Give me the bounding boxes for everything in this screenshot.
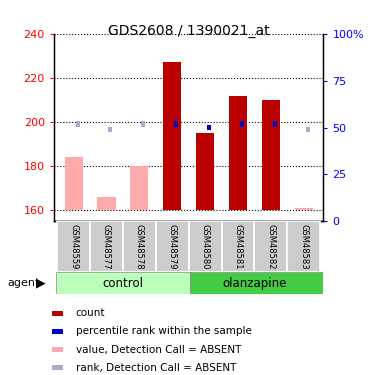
Bar <box>254 221 287 272</box>
Text: GSM48577: GSM48577 <box>102 224 111 269</box>
Bar <box>141 121 145 126</box>
Bar <box>123 221 156 272</box>
Text: GSM48559: GSM48559 <box>69 224 78 269</box>
Bar <box>55 272 190 294</box>
Bar <box>196 133 214 210</box>
Text: olanzapine: olanzapine <box>222 277 286 290</box>
Bar <box>287 221 320 272</box>
Text: GSM48579: GSM48579 <box>168 224 177 269</box>
Bar <box>109 127 112 132</box>
Text: rank, Detection Call = ABSENT: rank, Detection Call = ABSENT <box>76 363 236 372</box>
Text: count: count <box>76 309 105 318</box>
Bar <box>130 166 148 210</box>
Bar <box>189 221 221 272</box>
Text: ▶: ▶ <box>36 277 45 290</box>
Text: value, Detection Call = ABSENT: value, Detection Call = ABSENT <box>76 345 241 354</box>
Bar <box>57 221 90 272</box>
Bar <box>52 365 63 370</box>
Bar <box>240 121 244 126</box>
Bar <box>207 125 211 130</box>
Bar <box>295 208 313 210</box>
Bar <box>229 96 247 210</box>
Bar <box>190 272 323 294</box>
Text: agent: agent <box>8 278 40 288</box>
Text: GSM48578: GSM48578 <box>135 224 144 269</box>
Bar <box>52 311 63 316</box>
Text: GSM48583: GSM48583 <box>299 224 308 269</box>
Bar <box>306 127 310 132</box>
Text: control: control <box>102 277 144 290</box>
Bar <box>174 121 178 126</box>
Bar <box>221 221 254 272</box>
Bar <box>273 121 277 126</box>
Text: GSM48581: GSM48581 <box>233 224 243 269</box>
Bar <box>97 197 116 210</box>
Bar <box>163 62 181 210</box>
Bar <box>75 121 80 126</box>
Text: GSM48582: GSM48582 <box>266 224 275 269</box>
Bar <box>262 100 280 210</box>
Bar <box>90 221 123 272</box>
Text: GDS2608 / 1390021_at: GDS2608 / 1390021_at <box>108 24 270 38</box>
Text: percentile rank within the sample: percentile rank within the sample <box>76 327 252 336</box>
Bar <box>52 329 63 334</box>
Bar <box>52 347 63 352</box>
Text: GSM48580: GSM48580 <box>201 224 209 269</box>
Bar <box>65 157 83 210</box>
Bar <box>156 221 189 272</box>
